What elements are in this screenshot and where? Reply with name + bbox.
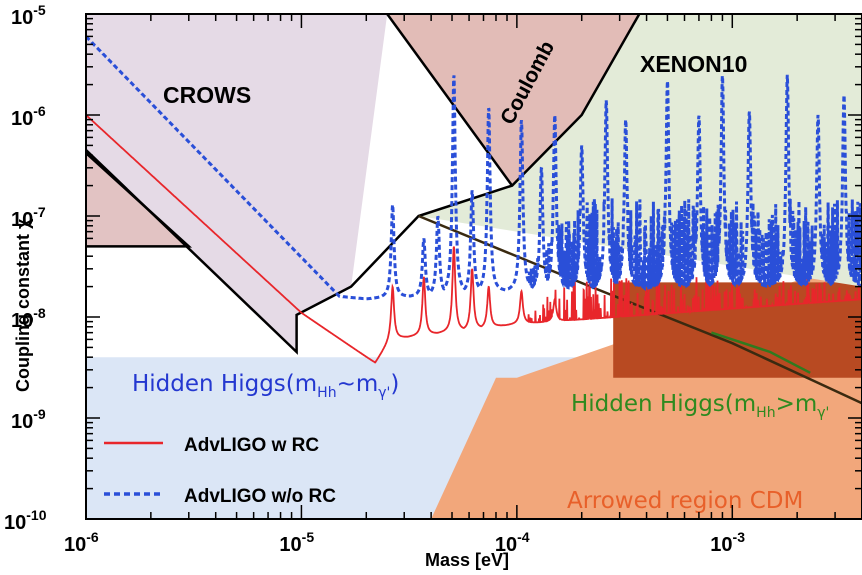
- boundary-crows-patch-boundary: [86, 152, 193, 248]
- x-tick-label: 10-4: [495, 529, 530, 556]
- boundary-crows-lower-boundary: [86, 14, 641, 355]
- series-advligo-w-o-rc: [86, 35, 862, 301]
- region-coulomb: [387, 14, 640, 186]
- x-tick-label: 10-6: [64, 529, 99, 556]
- y-axis-title: Coupling constant χ: [13, 218, 33, 392]
- y-tick-label: 10-9: [11, 406, 46, 433]
- exclusion-regions: [86, 14, 862, 519]
- x-tick-label: 10-3: [710, 529, 745, 556]
- legend-label-with-rc: AdvLIGO w RC: [184, 435, 319, 456]
- region-boundaries: [86, 14, 862, 405]
- y-axis-tick-labels: 10-10 10-9 10-8 10-7 10-6 10-5: [4, 2, 47, 534]
- xenon10-label: XENON10: [640, 51, 747, 77]
- series-advligo-w-rc: [86, 114, 862, 364]
- boundary-dark-diagonal: [418, 214, 862, 405]
- y-tick-label: 10-8: [11, 305, 46, 332]
- region-crows: [86, 14, 388, 352]
- y-tick-label: 10-6: [11, 103, 46, 130]
- cdm-label: Arrowed region CDM: [567, 488, 803, 514]
- region-hidden-higgs-m-hh-m: [613, 282, 862, 378]
- legend-label-without-rc: AdvLIGO w/o RC: [184, 486, 336, 507]
- hidden-higgs-equal-label: Hidden Higgs(mHh~mγ'): [132, 371, 399, 401]
- crows-label: CROWS: [163, 82, 251, 108]
- plot-frame: [85, 13, 862, 520]
- y-tick-label: 10-10: [4, 507, 47, 534]
- sensitivity-curves: [86, 35, 862, 364]
- y-tick-label: 10-7: [11, 204, 46, 231]
- x-tick-label: 10-5: [279, 529, 314, 556]
- hidden-higgs-greater-label: Hidden Higgs(mHh>mγ': [571, 391, 829, 421]
- y-tick-label: 10-5: [11, 2, 46, 29]
- x-axis-tick-labels: 10-6 10-5 10-4 10-3: [64, 529, 745, 556]
- legend: AdvLIGO w RC AdvLIGO w/o RC: [104, 435, 336, 507]
- x-axis-title: Mass [eV]: [425, 550, 509, 570]
- axis-ticks: [85, 13, 862, 520]
- boundary-coulomb-left-boundary: [386, 14, 514, 187]
- boundary-green-diagonal: [711, 331, 811, 374]
